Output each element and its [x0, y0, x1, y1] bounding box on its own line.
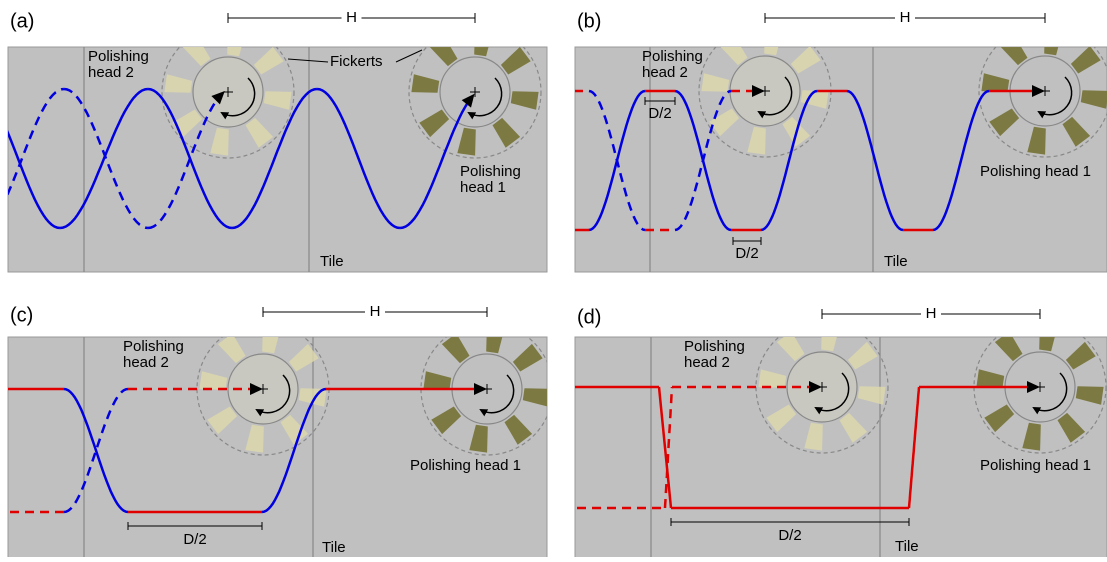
head-2-label: head 2 [123, 354, 169, 371]
head-2-label: Polishing [642, 48, 703, 65]
panel: (c) H Polishinghead 2 Polishing head 1 Tile D… [0, 303, 553, 557]
panel-label: (d) [577, 306, 601, 328]
head-2-label: head 2 [642, 64, 688, 81]
head-2-label: head 2 [88, 64, 134, 81]
head-1-label: Polishing head 1 [410, 457, 521, 474]
dimension-label: H [900, 9, 911, 26]
figure: (a)HPolishinghead 2Polishinghead 1TileFi… [0, 0, 1107, 557]
head-2-label: Polishing [684, 338, 745, 355]
tile-label: Tile [320, 253, 344, 270]
head-1-label: Polishing head 1 [980, 457, 1091, 474]
tile-label: Tile [884, 253, 908, 270]
panel-label: (a) [10, 10, 34, 32]
d-half-label: D/2 [735, 245, 758, 262]
dimension-label: H [346, 9, 357, 26]
panel: (b) H Polishinghead 2 Polishing head 1 Tile D… [559, 9, 1107, 272]
head-1-label: Polishing [460, 163, 521, 180]
d-half-label: D/2 [648, 105, 671, 122]
dimension-label: H [926, 305, 937, 322]
tile-label: Tile [895, 538, 919, 555]
d-half-label: D/2 [778, 527, 801, 544]
head-2-label: head 2 [684, 354, 730, 371]
panel-label: (b) [577, 10, 601, 32]
head-2-label: Polishing [88, 48, 149, 65]
d-half-label: D/2 [183, 531, 206, 548]
dimension-label: H [370, 303, 381, 320]
page: {"panels": [ {"label": "(a)", "dimension… [0, 0, 1107, 557]
fickerts-label: Fickerts [330, 53, 383, 70]
tile-label: Tile [322, 539, 346, 556]
head-1-label: head 1 [460, 179, 506, 196]
head-2-label: Polishing [123, 338, 184, 355]
head-1-label: Polishing head 1 [980, 163, 1091, 180]
panel-label: (c) [10, 304, 33, 326]
